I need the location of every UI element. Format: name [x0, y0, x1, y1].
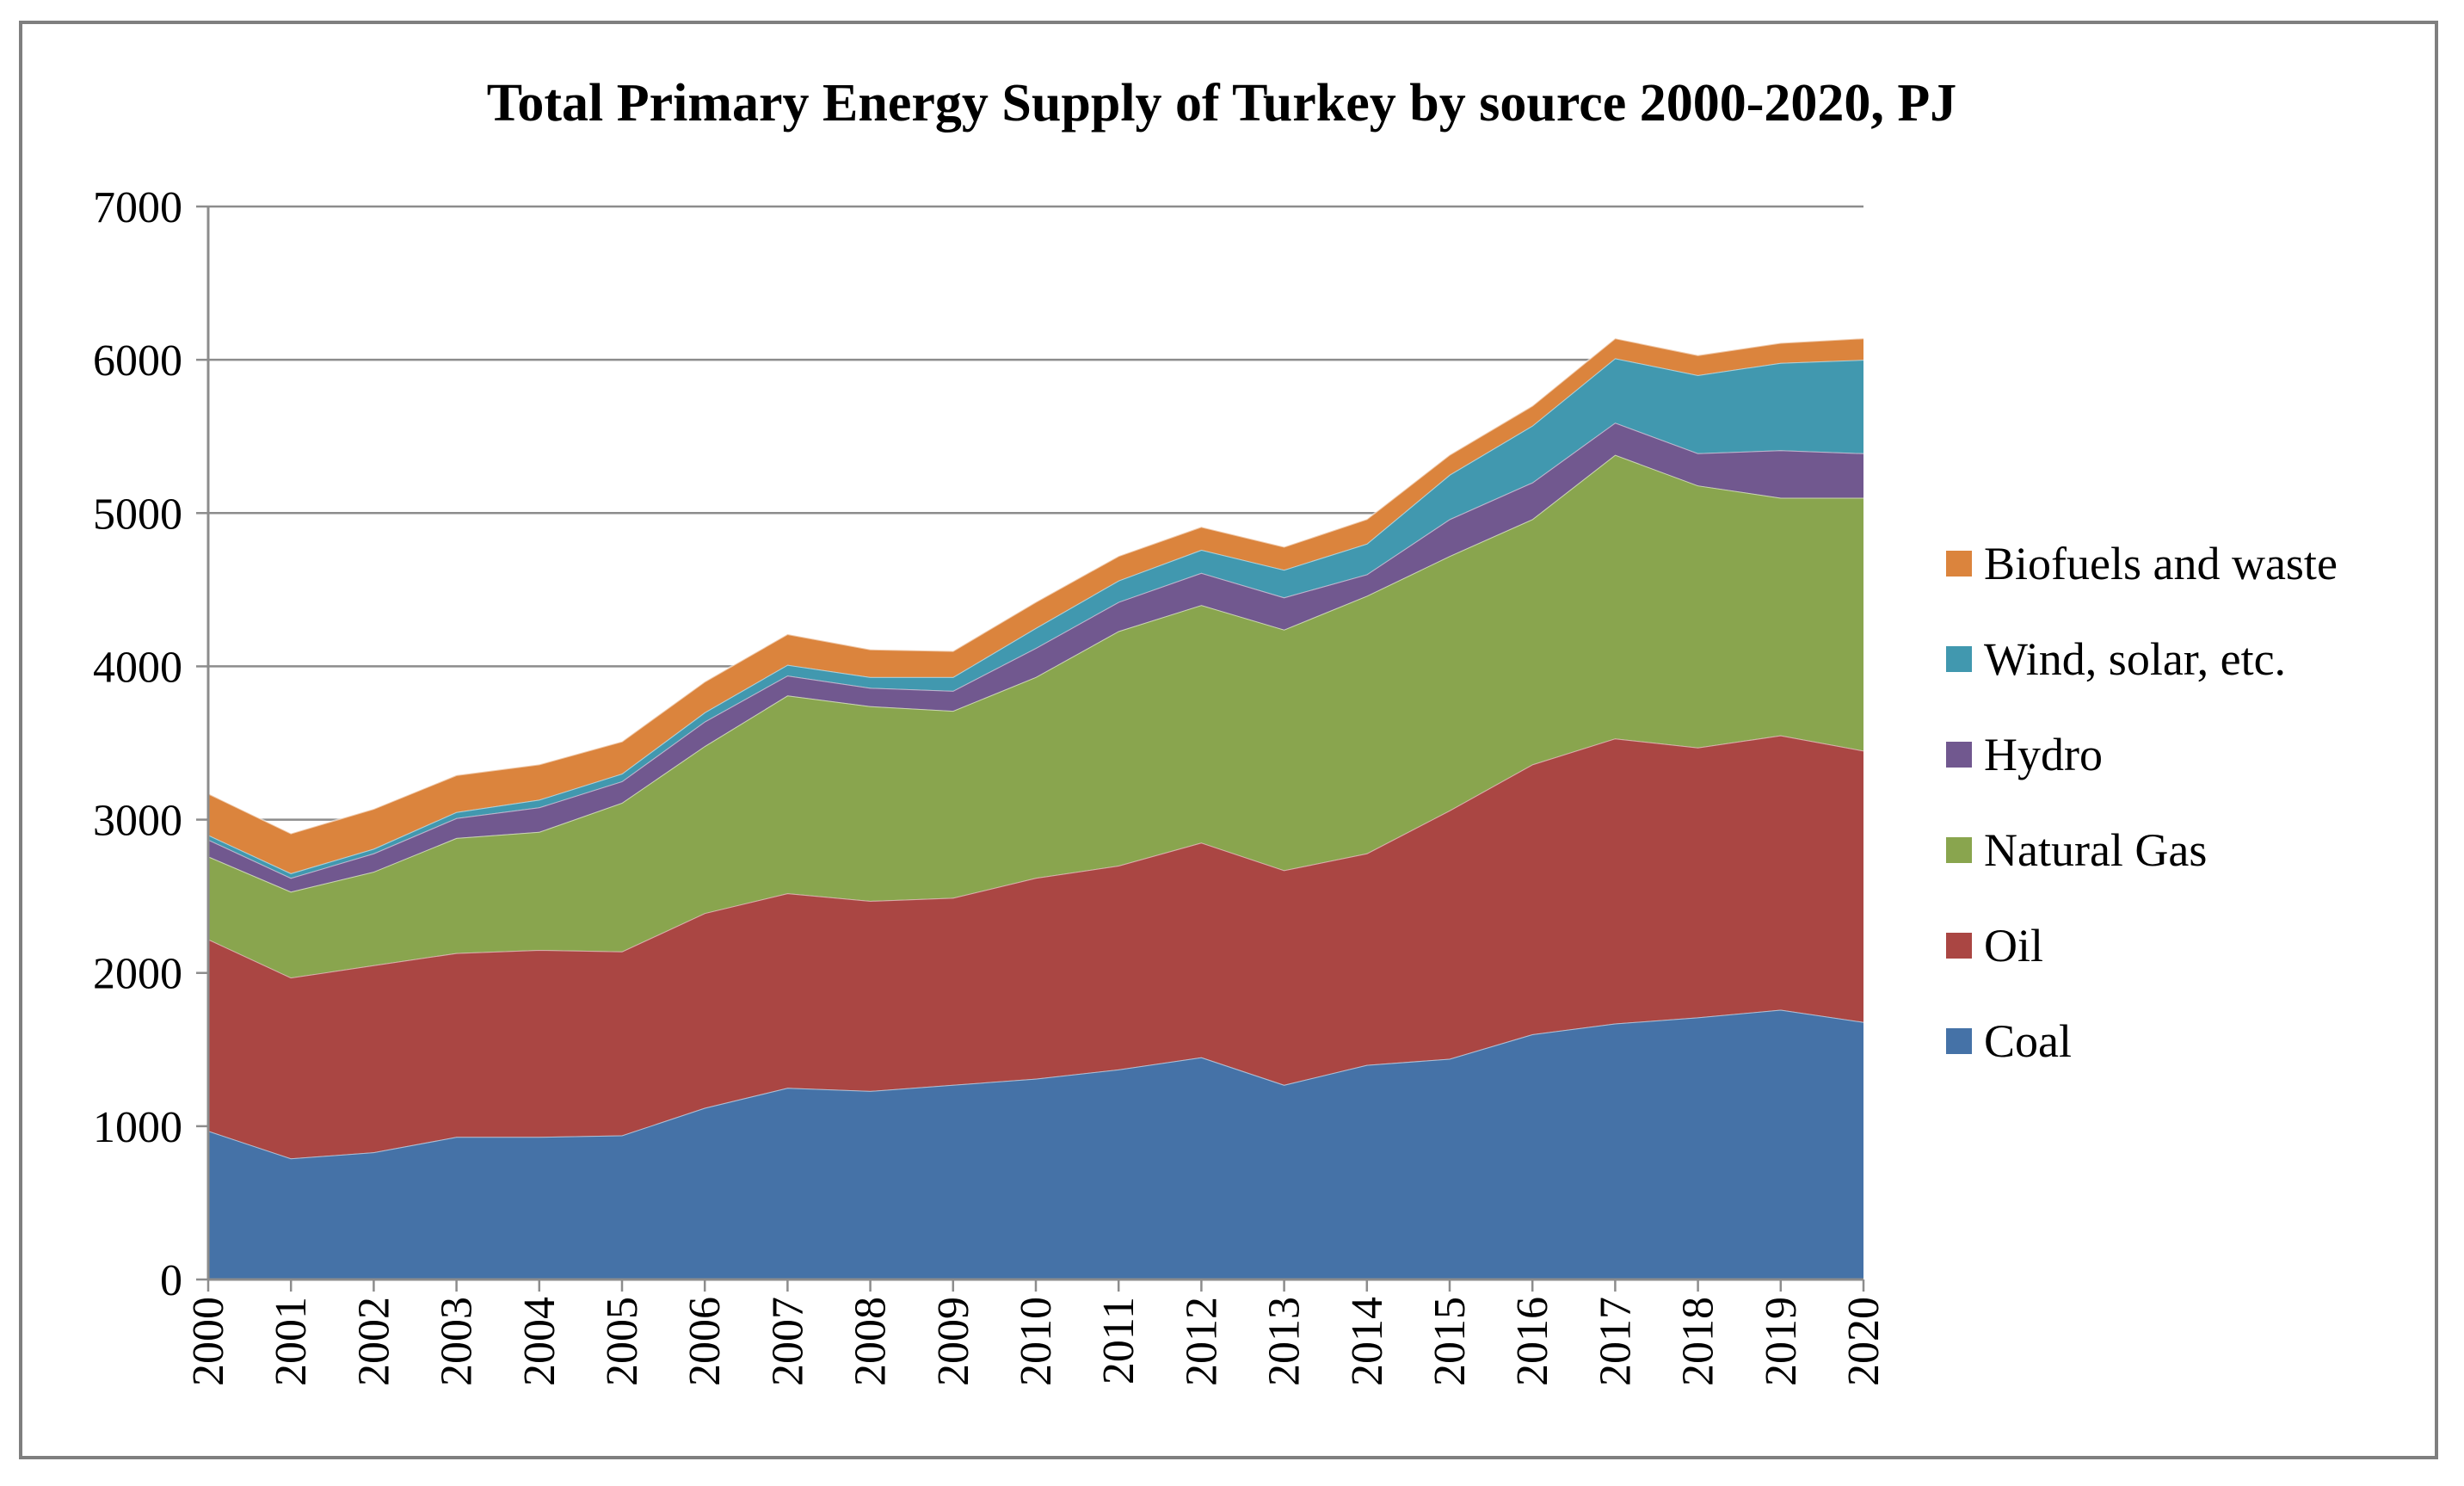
legend-item-oil: Oil	[1946, 920, 2043, 971]
legend-item-natural-gas: Natural Gas	[1946, 824, 2207, 876]
area-biofuels-and-waste	[208, 338, 1863, 873]
legend-swatch	[1946, 551, 1972, 577]
y-tick-label: 7000	[93, 183, 182, 232]
area-edge-biofuels-and-waste	[207, 337, 1864, 835]
stacked-areas	[207, 337, 1864, 1279]
x-tick-label: 2014	[1343, 1297, 1392, 1386]
y-axis-ticks: 0 1000 2000 3000 4000 5000 6000 7000	[93, 183, 208, 1305]
y-tick-label: 2000	[93, 950, 182, 999]
x-tick-label: 2019	[1757, 1297, 1806, 1386]
legend-item-wind-solar-etc: Wind, solar, etc.	[1946, 633, 2286, 685]
legend-swatch	[1946, 646, 1972, 672]
legend-label: Natural Gas	[1984, 824, 2207, 876]
area-oil	[208, 735, 1863, 1159]
x-tick-label: 2015	[1426, 1297, 1475, 1386]
y-tick-label: 6000	[93, 336, 182, 385]
y-tick-label: 1000	[93, 1103, 182, 1152]
legend-swatch	[1946, 933, 1972, 959]
x-tick-label: 2007	[763, 1297, 812, 1386]
x-tick-label: 2013	[1260, 1297, 1309, 1386]
legend-item-coal: Coal	[1946, 1015, 2072, 1067]
legend-label: Wind, solar, etc.	[1984, 633, 2286, 685]
x-tick-label: 2004	[515, 1297, 564, 1386]
x-tick-label: 2009	[929, 1297, 978, 1386]
x-axis-ticks: 2000 2001 2002 2003 2004 2005 2006 2007 2008 2009…	[184, 1279, 1888, 1386]
legend-label: Biofuels and waste	[1984, 538, 2338, 589]
chart-title: Total Primary Energy Supply of Turkey by…	[487, 74, 1957, 133]
legend-label: Coal	[1984, 1015, 2072, 1067]
x-tick-label: 2001	[267, 1297, 316, 1386]
legend-swatch	[1946, 837, 1972, 863]
x-tick-label: 2011	[1094, 1297, 1143, 1384]
area-hydro	[208, 422, 1863, 892]
legend: Biofuels and waste Wind, solar, etc. Hydro…	[1946, 538, 2338, 1067]
x-tick-label: 2018	[1674, 1297, 1723, 1386]
area-natural-gas	[208, 454, 1863, 978]
y-tick-label: 5000	[93, 490, 182, 539]
x-tick-label: 2010	[1012, 1297, 1061, 1386]
x-tick-label: 2012	[1177, 1297, 1226, 1386]
y-tick-label: 4000	[93, 643, 182, 692]
y-tick-label: 3000	[93, 797, 182, 846]
legend-label: Hydro	[1984, 729, 2103, 780]
x-tick-label: 2016	[1508, 1297, 1557, 1386]
x-tick-label: 2006	[681, 1297, 730, 1386]
x-tick-label: 2003	[433, 1297, 482, 1386]
legend-swatch	[1946, 742, 1972, 768]
legend-swatch	[1946, 1028, 1972, 1054]
x-tick-label: 2002	[349, 1297, 398, 1386]
legend-item-biofuels-and-waste: Biofuels and waste	[1946, 538, 2338, 589]
y-tick-label: 0	[160, 1256, 182, 1305]
legend-label: Oil	[1984, 920, 2043, 971]
legend-item-hydro: Hydro	[1946, 729, 2103, 780]
x-tick-label: 2000	[184, 1297, 233, 1386]
area-coal	[208, 1009, 1863, 1279]
x-tick-label: 2017	[1591, 1297, 1640, 1386]
x-tick-label: 2008	[847, 1297, 896, 1386]
x-tick-label: 2020	[1839, 1297, 1888, 1386]
area-wind-solar-etc	[208, 358, 1863, 879]
x-tick-label: 2005	[598, 1297, 647, 1386]
